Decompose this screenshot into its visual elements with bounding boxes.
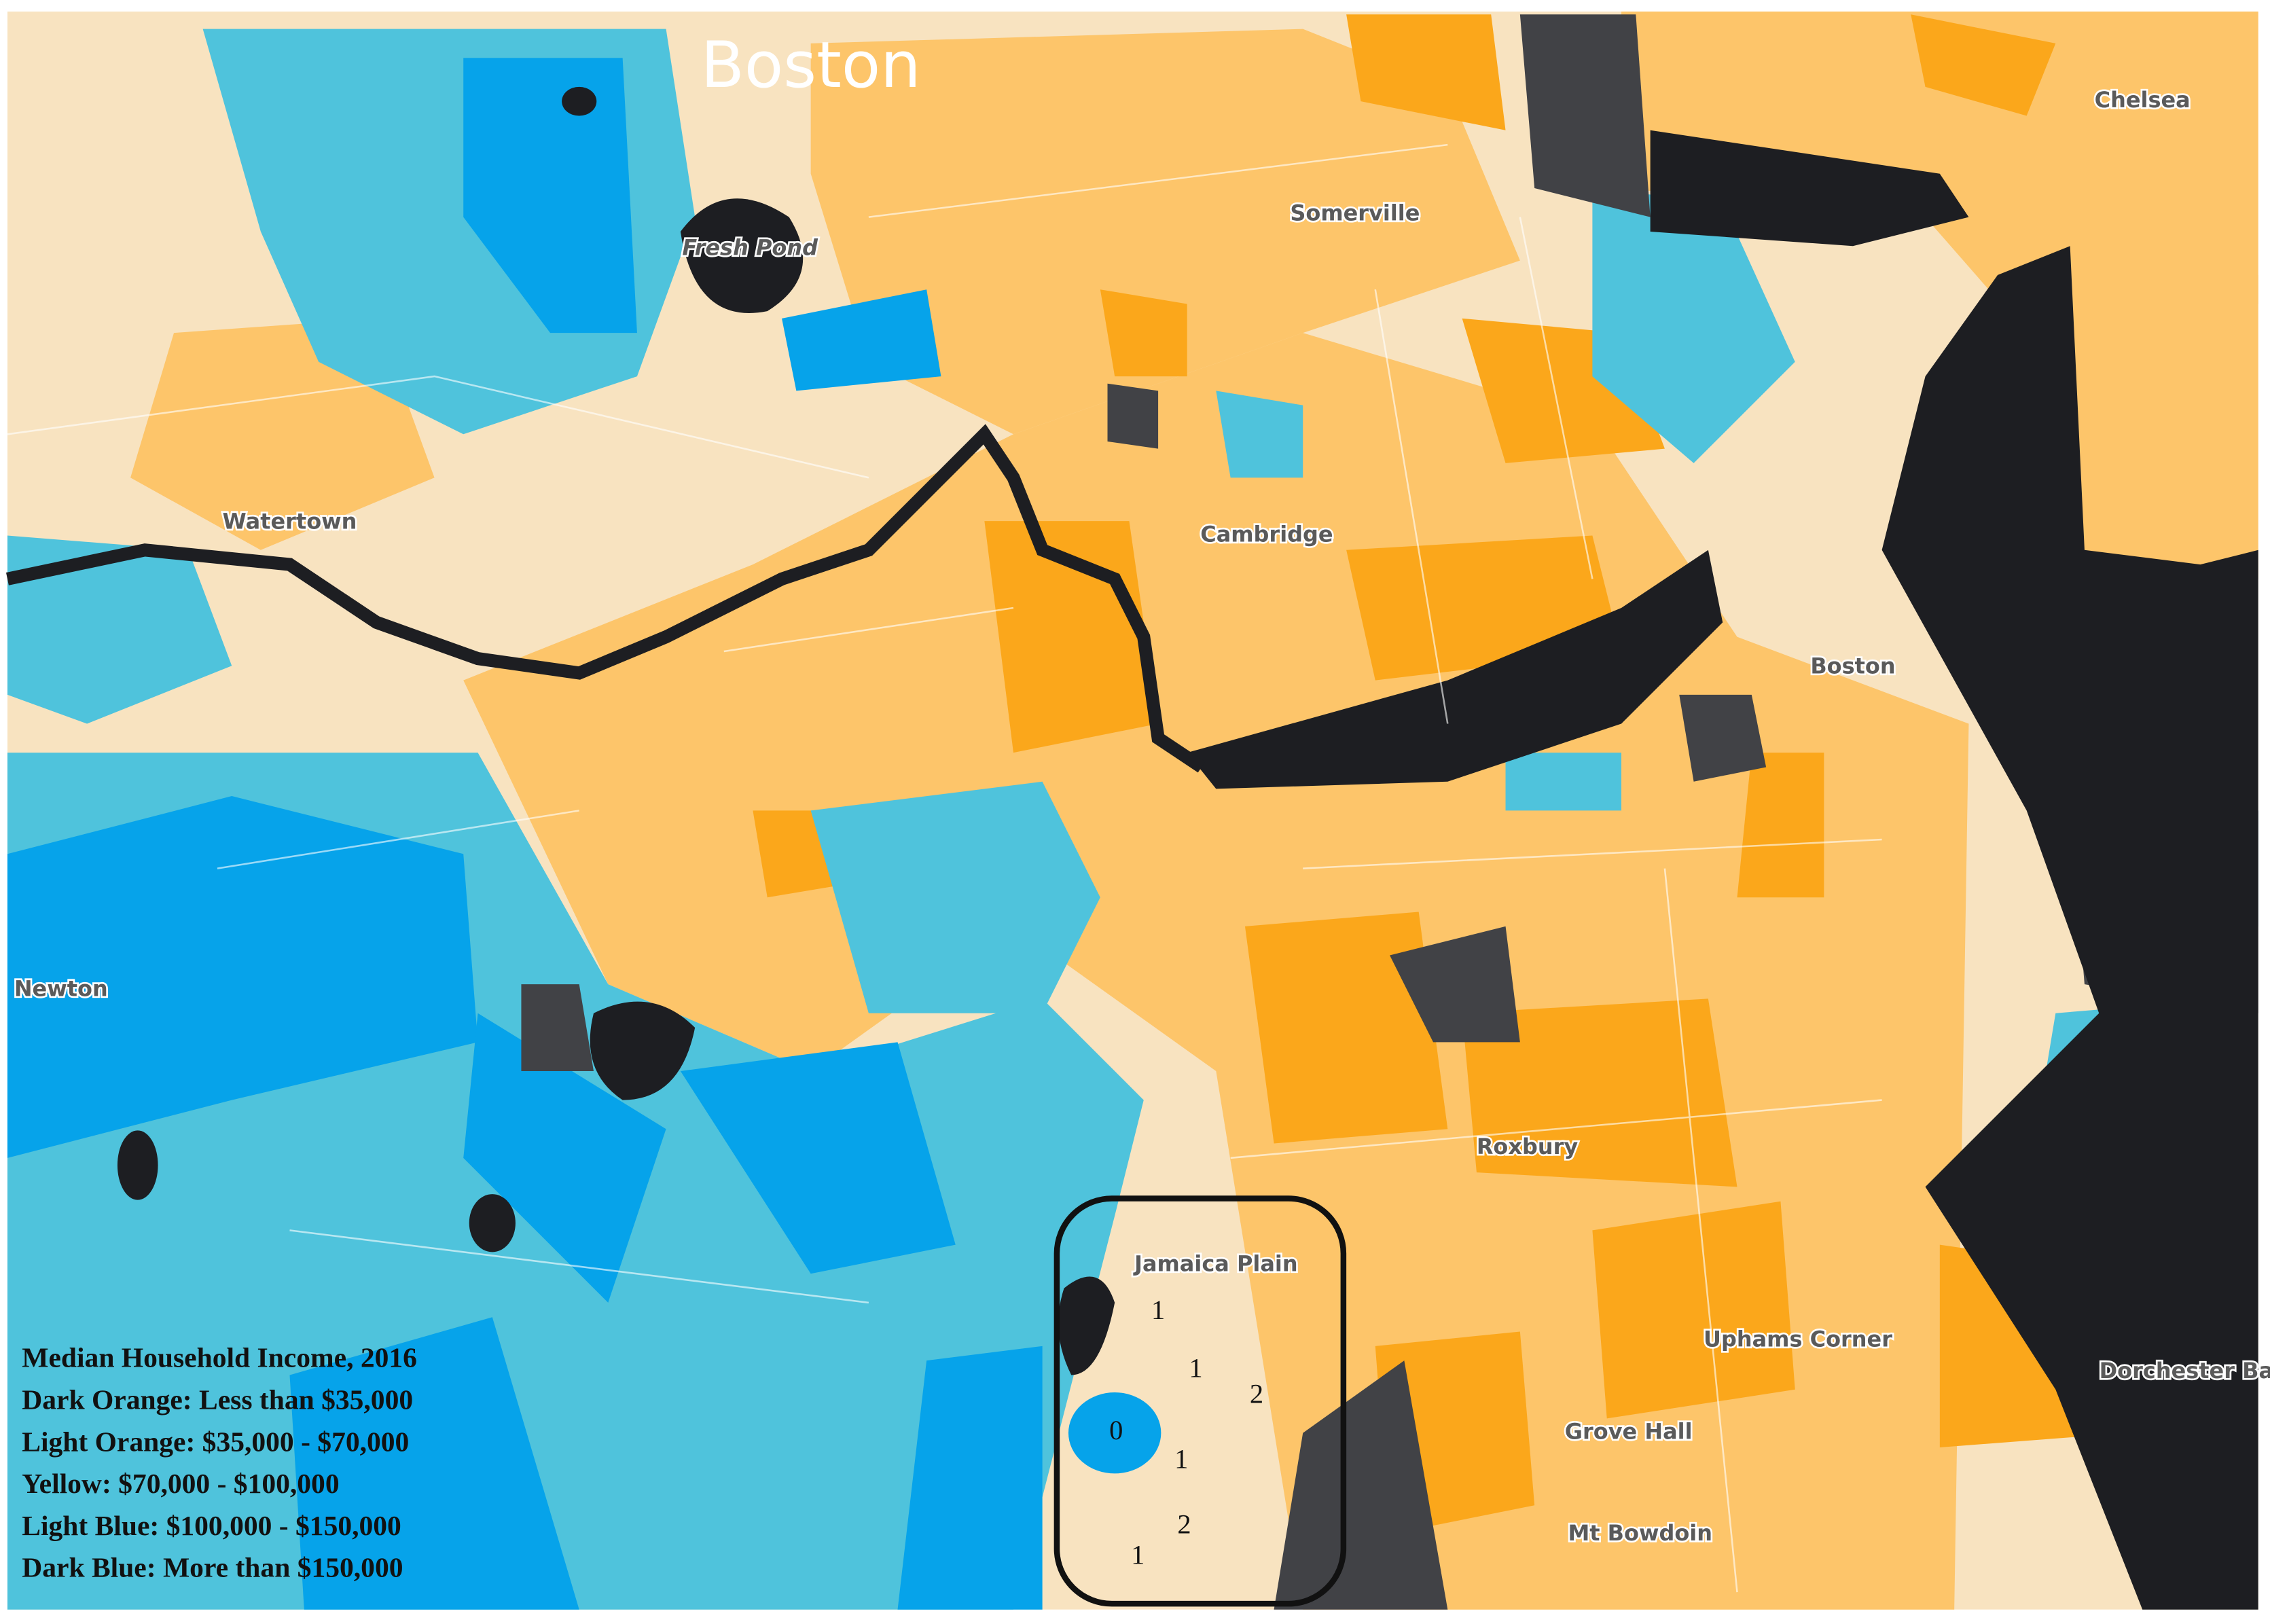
place-label: Mt Bowdoin <box>1568 1520 1712 1546</box>
legend-item: Yellow: $70,000 - $100,000 <box>22 1468 339 1499</box>
legend-item: Dark Orange: Less than $35,000 <box>22 1384 413 1415</box>
place-label: Dorchester Bay <box>2100 1358 2270 1384</box>
count-label: 1 <box>1131 1539 1145 1570</box>
place-label: Jamaica Plain <box>1133 1251 1298 1277</box>
count-label: 2 <box>1177 1509 1191 1540</box>
map-title: Boston <box>701 29 921 103</box>
legend-title: Median Household Income, 2016 <box>22 1342 417 1373</box>
count-label: 1 <box>1174 1444 1188 1475</box>
count-label: 1 <box>1151 1295 1165 1325</box>
place-label: Cambridge <box>1200 521 1333 547</box>
legend-item: Light Blue: $100,000 - $150,000 <box>22 1510 401 1541</box>
map-base <box>5 12 2258 1610</box>
legend-item: Light Orange: $35,000 - $70,000 <box>22 1426 409 1457</box>
place-label: Roxbury <box>1477 1134 1579 1159</box>
count-label: 2 <box>1250 1379 1263 1409</box>
place-label: Fresh Pond <box>682 235 818 261</box>
count-label: 1 <box>1189 1352 1202 1383</box>
place-label: Newton <box>14 976 108 1002</box>
place-label: Boston <box>1810 653 1895 679</box>
count-label: 0 <box>1109 1415 1123 1445</box>
place-label: Somerville <box>1290 200 1420 225</box>
place-label: Watertown <box>223 508 357 534</box>
place-label: Grove Hall <box>1565 1419 1693 1445</box>
place-label: Chelsea <box>2095 87 2191 113</box>
legend-item: Dark Blue: More than $150,000 <box>22 1552 403 1583</box>
place-label: Uphams Corner <box>1704 1326 1892 1352</box>
